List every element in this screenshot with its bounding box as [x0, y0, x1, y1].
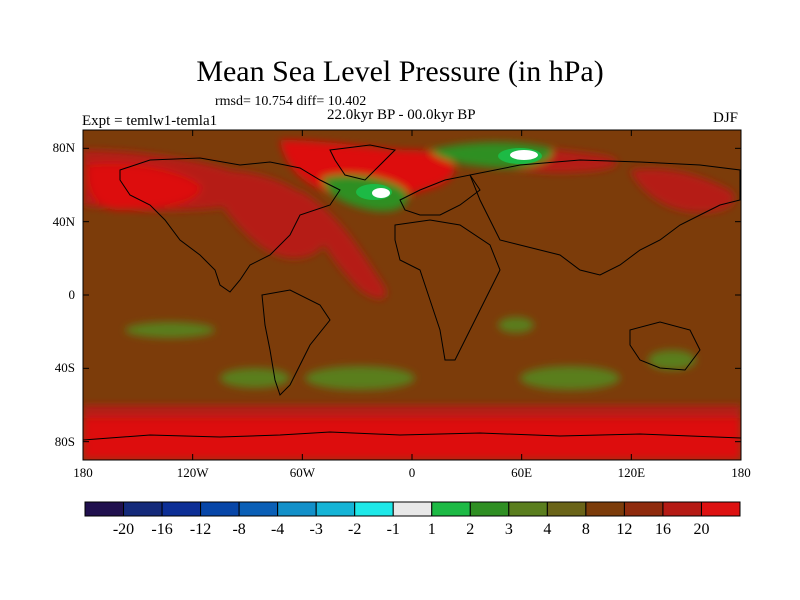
- greenland-low-center: [372, 188, 390, 198]
- coastlines: [83, 144, 741, 441]
- colorbar-box: [392, 501, 433, 517]
- coast-eurasia: [469, 159, 741, 276]
- lon-tick-label: 120W: [176, 465, 209, 480]
- colorbar-box: [469, 501, 510, 517]
- coast-antarctica: [83, 431, 741, 441]
- barents-low-center: [510, 150, 538, 160]
- atlantic-trough-anomaly: [300, 190, 387, 299]
- australia-low: [648, 350, 696, 370]
- colorbar-label: 12: [616, 521, 633, 538]
- colorbar-label: -2: [348, 521, 362, 538]
- south-indian-low: [520, 366, 620, 390]
- lat-tick-label: 40N: [52, 213, 75, 229]
- season-label: DJF: [713, 110, 739, 126]
- lat-tick-label: 80S: [54, 433, 75, 449]
- south-pacific-low: [125, 322, 215, 338]
- coast-australia: [629, 321, 701, 371]
- north-atlantic-high: [280, 140, 455, 198]
- colorbar-box: [623, 501, 664, 517]
- colorbar-box: [662, 501, 702, 517]
- colorbar-box: [431, 501, 471, 517]
- colorbar-box: [315, 501, 356, 517]
- colorbar-label: -4: [270, 521, 285, 538]
- colorbar-box: [277, 501, 317, 517]
- southeast-pacific-low: [220, 368, 290, 388]
- coast-south-america: [261, 289, 331, 396]
- north-america-anomaly: [220, 170, 328, 259]
- lon-tick-label: 0: [408, 465, 416, 480]
- coast-africa: [394, 219, 501, 361]
- lon-tick-label: 180: [731, 465, 751, 480]
- lon-tick-label: 120E: [617, 465, 646, 480]
- lat-tick-label: 40S: [54, 360, 75, 376]
- east-asia-anomaly: [630, 168, 735, 213]
- colorbar-box: [200, 501, 240, 517]
- colorbar-box: [161, 501, 202, 517]
- coast-europe: [399, 174, 481, 216]
- colorbar-label: -1: [386, 521, 400, 538]
- colorbar-label: 3: [504, 521, 513, 538]
- colorbar-box: [354, 501, 394, 517]
- lon-tick-label: 180: [73, 465, 93, 480]
- colorbar-label: 8: [581, 521, 590, 538]
- period-label: 22.0kyr BP - 00.0kyr BP: [327, 107, 476, 123]
- colorbar-label: 2: [466, 521, 475, 538]
- antarctic-high: [83, 418, 741, 460]
- lat-tick-label: 80N: [52, 140, 75, 156]
- colorbar-box: [84, 501, 125, 517]
- colorbar-label: 20: [693, 521, 710, 538]
- colorbar-box: [546, 501, 587, 517]
- colorbar-box: [238, 501, 279, 517]
- colorbar-box: [123, 501, 163, 517]
- east-africa-low: [498, 317, 534, 333]
- central-pacific-anomaly: [87, 163, 201, 210]
- colorbar-label: 4: [543, 521, 552, 538]
- colorbar-label: -12: [189, 521, 212, 538]
- colorbar-label: 16: [654, 521, 671, 538]
- colorbar-label: -16: [151, 521, 173, 538]
- colorbar-label: -3: [309, 521, 323, 538]
- coast-north-america: [119, 157, 341, 293]
- colorbar-box: [508, 501, 548, 517]
- lon-tick-label: 60E: [511, 465, 533, 480]
- experiment-label: Expt = temlw1-temla1: [82, 113, 218, 129]
- colorbar-box: [585, 501, 625, 517]
- lon-tick-label: 60W: [289, 465, 315, 480]
- colorbar-label: -20: [112, 521, 135, 538]
- colorbar-label: 1: [427, 521, 436, 538]
- colorbar-label: -8: [232, 521, 246, 538]
- south-atlantic-low: [305, 366, 415, 390]
- stats-label: rmsd= 10.754 diff= 10.402: [215, 94, 367, 109]
- coast-greenland: [329, 144, 397, 181]
- colorbar-box: [700, 501, 741, 517]
- lat-tick-label: 0: [68, 287, 76, 302]
- map-title: Mean Sea Level Pressure (in hPa): [196, 55, 604, 88]
